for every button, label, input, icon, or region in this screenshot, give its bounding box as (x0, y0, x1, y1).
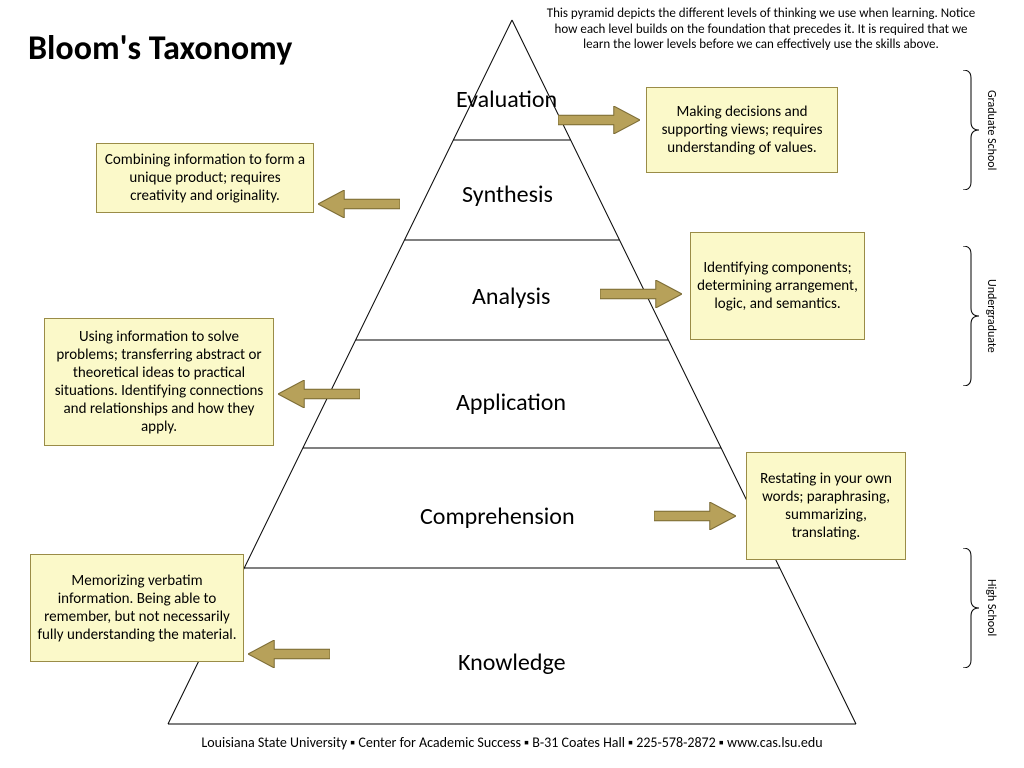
pyramid-level-evaluation: Evaluation (456, 85, 557, 114)
pyramid-level-analysis: Analysis (472, 282, 550, 311)
arrow-knowledge-icon (248, 640, 330, 668)
callout-comprehension: Restating in your own words; paraphrasin… (746, 452, 906, 560)
callout-analysis: Identifying components; determining arra… (690, 232, 865, 340)
side-label-highschool: High School (984, 558, 998, 658)
pyramid-level-synthesis: Synthesis (462, 180, 553, 209)
arrow-comprehension-icon (654, 502, 736, 530)
pyramid-level-knowledge: Knowledge (458, 648, 566, 677)
callout-knowledge: Memorizing verbatim information. Being a… (30, 554, 244, 662)
bracket-undergraduate-icon (962, 246, 980, 386)
arrow-analysis-icon (600, 280, 682, 308)
footer-attribution: Louisiana State University ▪ Center for … (0, 734, 1024, 751)
side-label-undergraduate: Undergraduate (984, 256, 998, 376)
pyramid-level-comprehension: Comprehension (420, 502, 575, 531)
callout-application: Using information to solve problems; tra… (44, 318, 274, 446)
bracket-graduate-icon (962, 70, 980, 190)
side-label-graduate: Graduate School (984, 76, 998, 184)
pyramid-level-application: Application (456, 388, 566, 417)
arrow-application-icon (278, 380, 360, 408)
arrow-synthesis-icon (318, 190, 400, 218)
callout-evaluation: Making decisions and supporting views; r… (646, 87, 838, 173)
bracket-highschool-icon (962, 548, 980, 668)
callout-synthesis: Combining information to form a unique p… (96, 143, 314, 213)
arrow-evaluation-icon (558, 106, 640, 134)
